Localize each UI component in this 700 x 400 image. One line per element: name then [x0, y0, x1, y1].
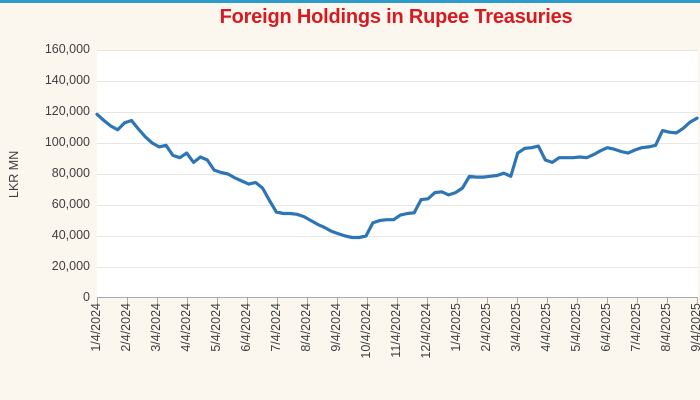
- y-tick-label: 20,000: [51, 259, 90, 273]
- line-chart-svg: [95, 50, 699, 303]
- y-tick-label: 0: [83, 290, 90, 304]
- x-tick-label: 1/4/2024: [89, 303, 103, 352]
- x-tick-label: 7/4/2024: [269, 303, 283, 352]
- y-tick-label: 100,000: [44, 135, 90, 149]
- y-tick-label: 40,000: [51, 228, 90, 242]
- x-tick-label: 11/4/2024: [389, 303, 403, 358]
- x-tick-label: 2/4/2025: [479, 303, 493, 352]
- y-tick-label: 80,000: [51, 166, 90, 180]
- x-tick-label: 2/4/2024: [119, 303, 133, 352]
- x-tick-label: 9/4/2025: [689, 303, 700, 352]
- plot-area: [95, 50, 699, 303]
- y-tick-label: 160,000: [44, 42, 90, 56]
- x-tick-label: 7/4/2025: [629, 303, 643, 352]
- x-tick-label: 5/4/2024: [209, 303, 223, 352]
- x-tick-label: 10/4/2024: [359, 303, 373, 359]
- chart-title: Foreign Holdings in Rupee Treasuries: [219, 6, 573, 28]
- foreign-holdings-series-line: [95, 112, 699, 240]
- x-tick-label: 1/4/2025: [449, 303, 463, 352]
- x-tick-label: 4/4/2025: [539, 303, 553, 352]
- top-accent-bar: [0, 0, 700, 3]
- y-tick-label: 140,000: [44, 73, 90, 87]
- y-tick-label: 120,000: [44, 104, 90, 118]
- x-tick-label: 9/4/2024: [329, 303, 343, 352]
- x-tick-label: 12/4/2024: [419, 303, 433, 359]
- x-tick-label: 6/4/2025: [599, 303, 613, 352]
- x-tick-label: 3/4/2025: [509, 303, 523, 352]
- x-tick-label: 3/4/2024: [149, 303, 163, 352]
- x-tick-label: 6/4/2024: [239, 303, 253, 352]
- x-tick-label: 8/4/2024: [299, 303, 313, 352]
- x-tick-label: 4/4/2024: [179, 303, 193, 352]
- x-tick-label: 5/4/2025: [569, 303, 583, 352]
- x-tick-label: 8/4/2025: [659, 303, 673, 352]
- y-tick-label: 60,000: [51, 197, 90, 211]
